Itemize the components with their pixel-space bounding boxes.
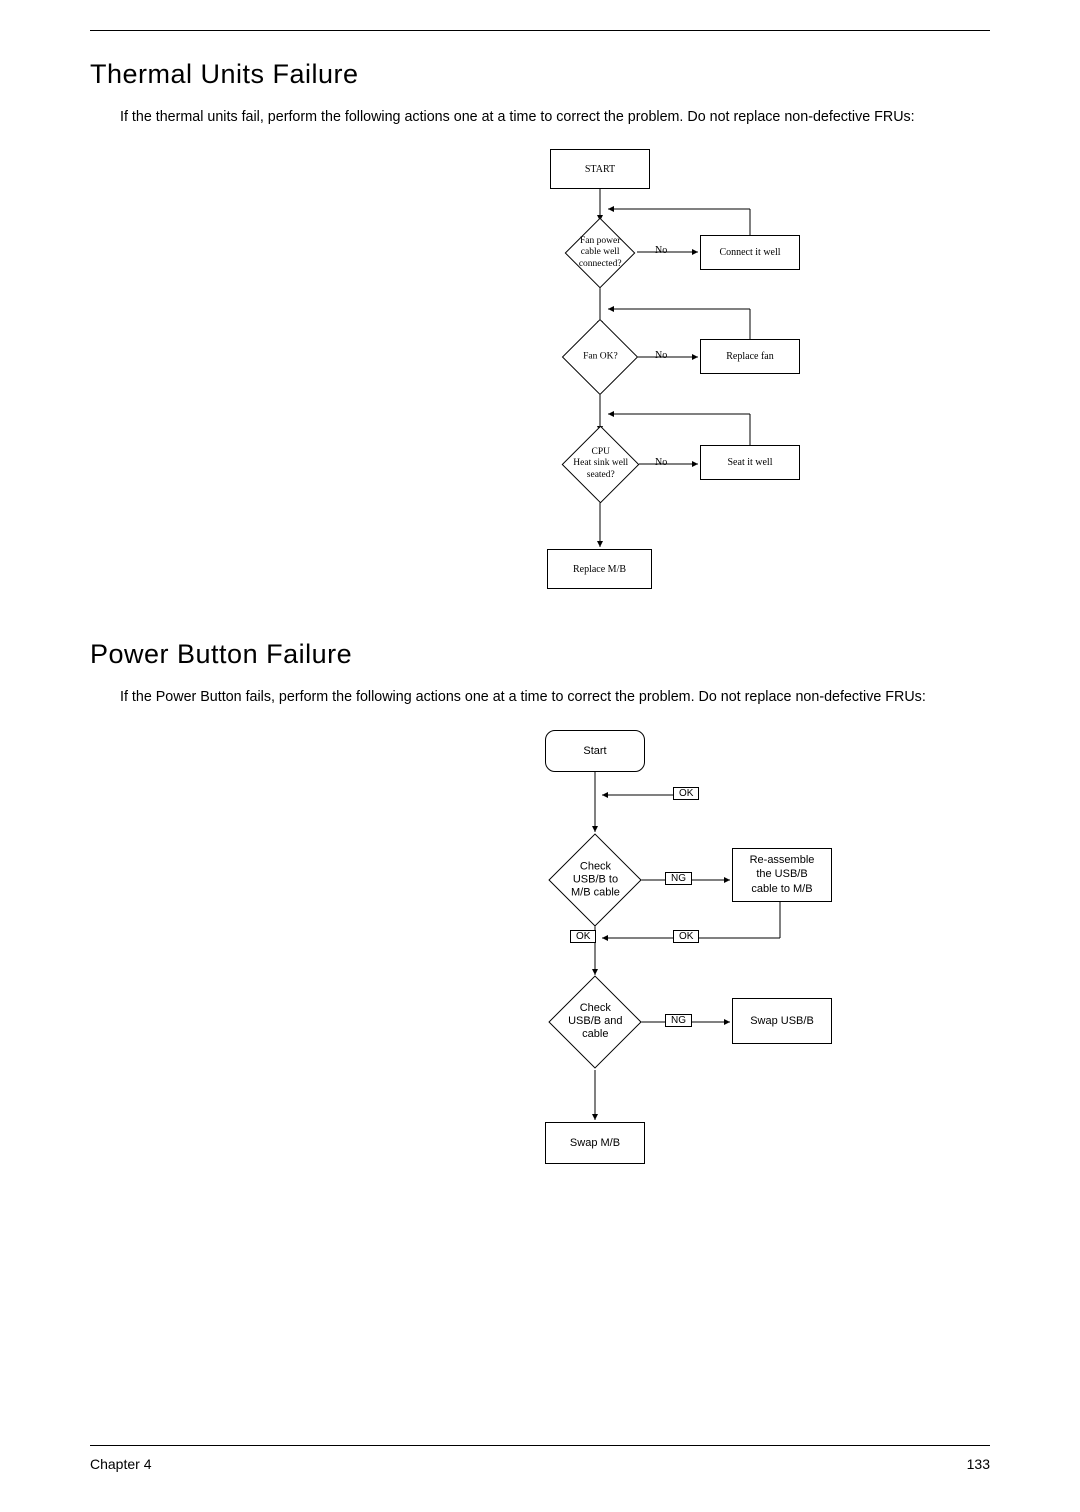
fc2-start: Start (545, 730, 645, 772)
fc1-start: START (550, 149, 650, 189)
section2-title: Power Button Failure (90, 639, 990, 670)
section2-body: If the Power Button fails, perform the f… (120, 688, 990, 707)
fc1-d3-text: CPUHeat sink wellseated? (573, 447, 628, 481)
top-rule (90, 30, 990, 31)
page-footer: Chapter 4 133 (90, 1445, 990, 1472)
fc2-d1-text: CheckUSB/B toM/B cable (571, 860, 620, 900)
fc2-ng2: NG (665, 1014, 692, 1027)
fc2-end: Swap M/B (545, 1122, 645, 1164)
footer-left: Chapter 4 (90, 1456, 151, 1472)
fc1-no3: No (655, 457, 667, 468)
section1-body: If the thermal units fail, perform the f… (120, 108, 990, 127)
power-button-flowchart: Start OK CheckUSB/B toM/B cable NG Re-as… (490, 730, 990, 1180)
fc1-d2-text: Fan OK? (583, 352, 618, 363)
fc1-no1: No (655, 245, 667, 256)
fc2-lines (490, 730, 990, 1180)
footer-row: Chapter 4 133 (90, 1456, 990, 1472)
fc1-a1: Connect it well (700, 235, 800, 270)
fc2-a1: Re-assemblethe USB/Bcable to M/B (732, 848, 832, 902)
fc2-ok3: OK (673, 930, 699, 943)
fc2-ok2: OK (570, 930, 596, 943)
footer-rule (90, 1445, 990, 1446)
fc2-ok1: OK (673, 787, 699, 800)
fc1-lines (490, 149, 990, 609)
thermal-flowchart: START Fan powercable wellconnected? No C… (490, 149, 990, 609)
footer-right: 133 (967, 1456, 990, 1472)
section1-title: Thermal Units Failure (90, 59, 990, 90)
fc2-d2-text: CheckUSB/B andcable (568, 1002, 622, 1042)
fc1-a3: Seat it well (700, 445, 800, 480)
fc1-d1-text: Fan powercable wellconnected? (579, 236, 622, 270)
fc1-a2: Replace fan (700, 339, 800, 374)
fc2-a2: Swap USB/B (732, 998, 832, 1044)
page-content: Thermal Units Failure If the thermal uni… (90, 30, 990, 1180)
fc1-end: Replace M/B (547, 549, 652, 589)
fc1-no2: No (655, 350, 667, 361)
fc2-ng1: NG (665, 872, 692, 885)
